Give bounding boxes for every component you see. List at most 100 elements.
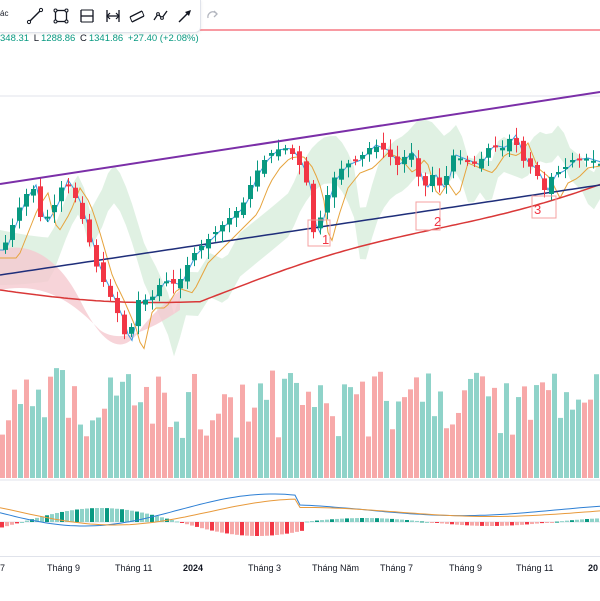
volume-bar bbox=[438, 391, 443, 478]
candle-body bbox=[276, 149, 281, 157]
volume-bar bbox=[384, 400, 389, 478]
candle-body bbox=[101, 262, 106, 282]
macd-bar bbox=[410, 520, 414, 522]
candle-body bbox=[549, 176, 554, 195]
candle-body bbox=[178, 279, 183, 289]
macd-bar bbox=[105, 508, 109, 522]
candle-body bbox=[206, 239, 211, 249]
time-tick: 2024 bbox=[183, 563, 204, 573]
macd-bar bbox=[545, 522, 549, 523]
volume-bar bbox=[474, 372, 479, 478]
volume-bar bbox=[162, 392, 167, 478]
candle-body bbox=[360, 155, 365, 159]
macd-bar bbox=[285, 522, 289, 534]
macd-bar bbox=[200, 522, 204, 529]
macd-bar bbox=[370, 518, 374, 522]
volume-bar bbox=[258, 383, 263, 478]
volume-bar bbox=[342, 384, 347, 478]
volume-bar bbox=[588, 399, 593, 478]
macd-bar bbox=[540, 522, 544, 524]
volume-bar bbox=[18, 404, 23, 478]
wave-label-1: 1 bbox=[322, 232, 330, 247]
measure-tool-icon[interactable] bbox=[102, 5, 124, 27]
macd-bar bbox=[470, 522, 474, 526]
volume-bar bbox=[534, 385, 539, 478]
candle-body bbox=[17, 207, 22, 221]
close-key: C bbox=[79, 33, 87, 44]
candle-body bbox=[437, 177, 442, 186]
candle-body bbox=[220, 225, 225, 232]
volume-bar bbox=[276, 437, 281, 478]
macd-bar bbox=[70, 510, 74, 522]
parallel-channel-icon[interactable] bbox=[126, 5, 148, 27]
macd-bar bbox=[390, 518, 394, 522]
candle-body bbox=[234, 211, 239, 218]
macd-bar bbox=[400, 519, 404, 522]
candle-body bbox=[143, 300, 148, 305]
candle-body bbox=[472, 161, 477, 164]
macd-bar bbox=[65, 511, 69, 522]
time-tick: Tháng 11 bbox=[115, 563, 153, 573]
volume-bar bbox=[378, 371, 383, 478]
macd-bar bbox=[350, 518, 354, 522]
candle-body bbox=[458, 158, 463, 161]
macd-bar bbox=[240, 522, 244, 536]
macd-bar bbox=[295, 522, 299, 532]
macd-bar bbox=[335, 518, 339, 522]
macd-bar bbox=[75, 509, 79, 522]
volume-bar bbox=[270, 370, 275, 478]
wave-box-1 bbox=[307, 219, 331, 247]
ma-long-line bbox=[0, 184, 600, 276]
macd-bar bbox=[505, 522, 509, 526]
volume-bar bbox=[60, 370, 65, 478]
macd-bar bbox=[185, 522, 189, 525]
candle-body bbox=[108, 285, 113, 297]
volume-bar bbox=[6, 420, 11, 478]
fib-retracement-icon[interactable] bbox=[76, 5, 98, 27]
macd-bar bbox=[485, 522, 489, 526]
macd-bar bbox=[440, 522, 444, 524]
candle-body bbox=[493, 145, 498, 148]
path-tool-icon[interactable] bbox=[150, 5, 172, 27]
macd-bar bbox=[160, 517, 164, 522]
volume-bar bbox=[492, 387, 497, 478]
macd-bar bbox=[525, 522, 529, 525]
rectangle-tool-icon[interactable] bbox=[50, 5, 72, 27]
candle-body bbox=[556, 172, 561, 175]
close-value: 1341.86 bbox=[88, 33, 124, 44]
volume-bar bbox=[48, 376, 53, 478]
macd-bar bbox=[475, 522, 479, 526]
line-tool-icon[interactable] bbox=[24, 5, 46, 27]
volume-bar bbox=[486, 396, 491, 478]
candle-body bbox=[325, 195, 330, 213]
candle-body bbox=[255, 170, 260, 187]
volume-bar bbox=[390, 429, 395, 478]
candle-body bbox=[486, 148, 491, 158]
wave-label-3: 3 bbox=[534, 202, 542, 217]
redo-icon[interactable] bbox=[202, 5, 224, 27]
candle-body bbox=[318, 217, 323, 229]
wave-label-2: 2 bbox=[434, 214, 442, 229]
candle-body bbox=[24, 194, 29, 207]
volume-bar bbox=[402, 397, 407, 478]
candle-body bbox=[402, 156, 407, 165]
candle-body bbox=[66, 184, 71, 187]
volume-bar bbox=[546, 390, 551, 478]
macd-bar bbox=[140, 512, 144, 522]
candle-body bbox=[80, 202, 85, 219]
toolbar-partial-label: ác bbox=[0, 9, 9, 18]
candle-body bbox=[164, 281, 169, 284]
macd-bar bbox=[250, 522, 254, 536]
candle-body bbox=[521, 140, 526, 161]
candle-body bbox=[465, 160, 470, 163]
macd-bar bbox=[280, 522, 284, 535]
macd-bar bbox=[225, 522, 229, 534]
open-value: 348.31 bbox=[0, 33, 30, 44]
arrow-tool-icon[interactable] bbox=[174, 5, 196, 27]
candle-body bbox=[339, 168, 344, 180]
macd-bar bbox=[205, 522, 209, 530]
macd-bar bbox=[275, 522, 279, 535]
volume-bar bbox=[216, 413, 221, 478]
time-tick: Tháng 7 bbox=[380, 563, 414, 573]
